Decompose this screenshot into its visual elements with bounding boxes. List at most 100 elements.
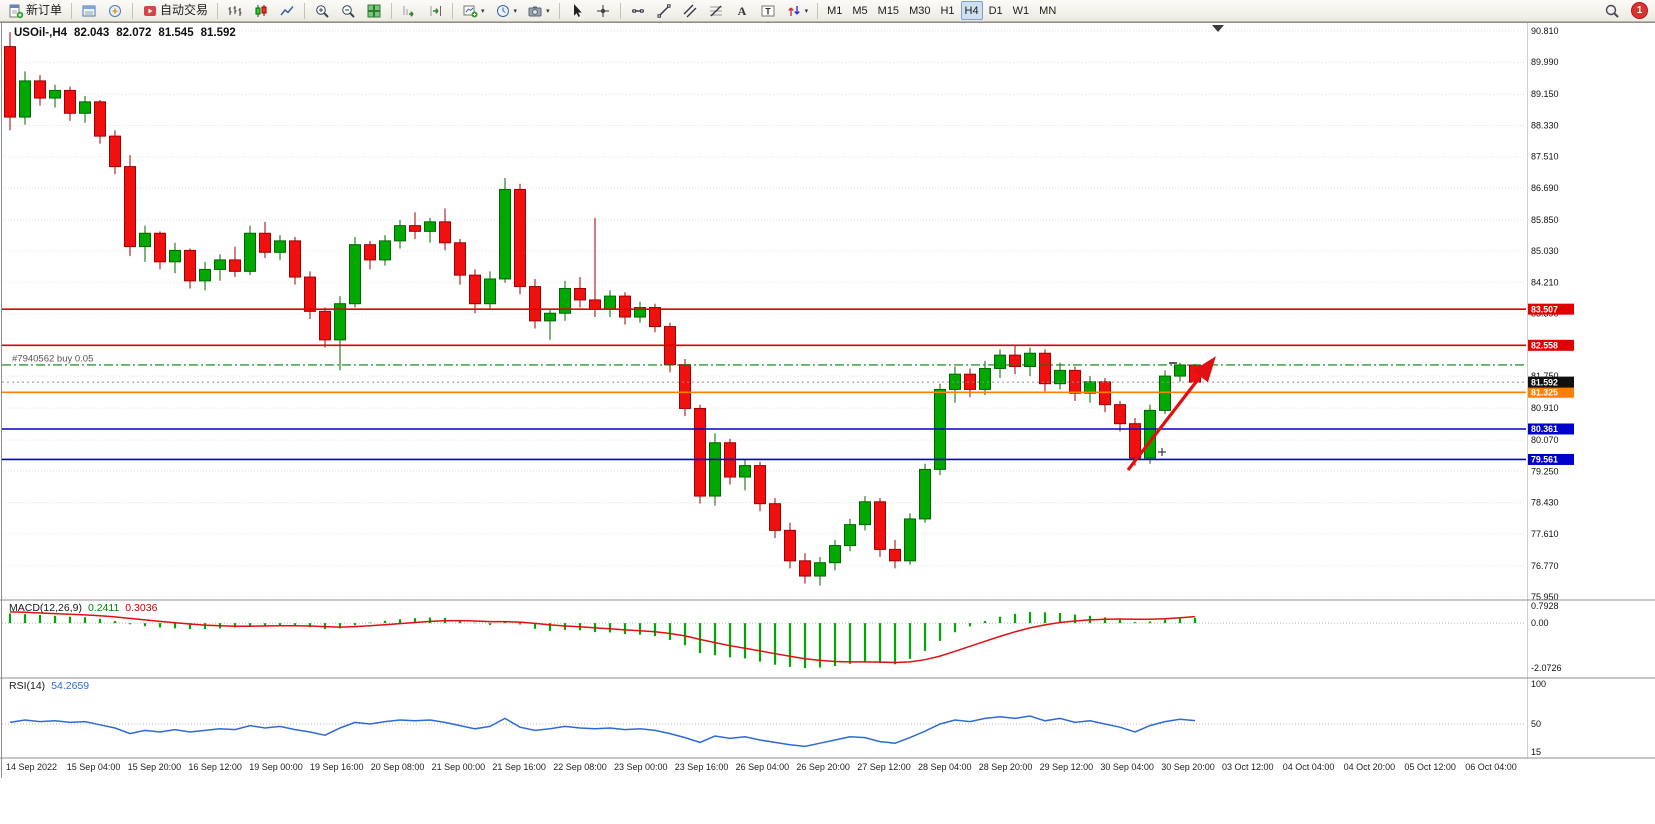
candle <box>874 501 886 550</box>
candle <box>739 465 751 478</box>
svg-text:0.00: 0.00 <box>1531 618 1549 628</box>
timeframe-m15-button[interactable]: M15 <box>877 4 900 17</box>
hline-icon <box>631 8 644 13</box>
candle <box>544 312 556 322</box>
svg-text:81.750: 81.750 <box>1531 371 1559 381</box>
candle <box>154 232 166 263</box>
time-label: 04 Oct 20:00 <box>1344 762 1396 772</box>
chevron-down-icon: ▾ <box>513 7 518 15</box>
price-badges: 83.507 82.558 81.325 80.361 79.561 81.592 <box>1528 303 1574 465</box>
timeframe-m30-button[interactable]: M30 <box>909 4 931 17</box>
svg-text:80.361: 80.361 <box>1531 424 1558 434</box>
chart-shift-marker[interactable] <box>1212 25 1224 32</box>
data-window-button[interactable] <box>77 1 101 20</box>
candle <box>1084 381 1096 394</box>
arrows-button[interactable]: ▾ <box>782 1 813 20</box>
chart-shift-icon <box>430 5 442 16</box>
toolbar-separator <box>391 2 393 19</box>
candle <box>139 232 151 248</box>
time-label: 29 Sep 12:00 <box>1040 762 1094 772</box>
chart-line-button[interactable] <box>275 1 299 20</box>
chart-title: USOil-,H4 82.043 82.072 81.545 81.592 <box>14 27 243 39</box>
time-label: 06 Oct 04:00 <box>1465 762 1517 772</box>
channel-button[interactable] <box>678 1 702 20</box>
label-button[interactable]: T <box>756 1 780 20</box>
svg-text:15: 15 <box>1531 747 1541 757</box>
time-label: 28 Sep 20:00 <box>979 762 1033 772</box>
chart-symbol-period: USOil-,H4 <box>14 27 68 39</box>
timeframe-mn-button[interactable]: MN <box>1039 4 1057 17</box>
templates-button[interactable]: ▾ <box>523 1 554 20</box>
candle <box>1069 369 1081 394</box>
svg-text:87.510: 87.510 <box>1531 152 1559 162</box>
candle <box>1129 423 1141 459</box>
timeframe-m1-button[interactable]: M1 <box>827 4 843 17</box>
candle <box>304 276 316 312</box>
new-order-button[interactable]: 新订单 <box>4 1 66 20</box>
horizontal-line-button[interactable] <box>626 1 650 20</box>
autotrade-button[interactable]: 自动交易 <box>138 1 212 20</box>
toolbar-separator <box>71 2 73 19</box>
svg-text:80.910: 80.910 <box>1531 403 1559 413</box>
candle <box>634 307 646 318</box>
svg-text:50: 50 <box>1531 719 1541 729</box>
chevron-down-icon: ▾ <box>481 7 485 15</box>
auto-scroll-icon <box>403 5 414 17</box>
notification-badge[interactable]: 1 <box>1631 2 1648 19</box>
svg-text:88.330: 88.330 <box>1531 120 1559 130</box>
periods-clock-icon <box>496 4 509 17</box>
candle <box>769 503 781 531</box>
svg-text:0.7928: 0.7928 <box>1531 601 1559 611</box>
candle <box>334 303 346 341</box>
timeframe-w1-button[interactable]: W1 <box>1012 4 1030 17</box>
svg-text:82.558: 82.558 <box>1531 341 1558 351</box>
timeframe-h1-button[interactable]: H1 <box>940 4 955 17</box>
auto-scroll-button[interactable] <box>397 1 421 20</box>
time-label: 16 Sep 12:00 <box>188 762 242 772</box>
chart-candles-button[interactable] <box>249 1 273 20</box>
fibonacci-button[interactable] <box>704 1 728 20</box>
periods-button[interactable]: ▾ <box>491 1 522 20</box>
timeframe-m5-button[interactable]: M5 <box>852 4 868 17</box>
time-axis[interactable]: 14 Sep 2022 15 Sep 04:00 15 Sep 20:00 16 Se… <box>6 762 1517 772</box>
candle <box>1174 364 1186 377</box>
new-chart-button[interactable]: ▾ <box>458 1 489 20</box>
chart-shift-button[interactable] <box>423 1 447 20</box>
order-line-label: #7940562 buy 0.05 <box>12 353 93 364</box>
price-grid <box>2 30 1526 598</box>
zoom-in-button[interactable] <box>310 1 334 20</box>
zoom-out-button[interactable] <box>336 1 360 20</box>
search-icon <box>1605 4 1619 18</box>
time-label: 19 Sep 00:00 <box>249 762 303 772</box>
svg-text:84.210: 84.210 <box>1531 277 1559 287</box>
ohlc-low: 81.545 <box>158 27 194 39</box>
svg-text:81.592: 81.592 <box>1531 377 1558 387</box>
candle <box>694 407 706 497</box>
time-label: 20 Sep 08:00 <box>371 762 425 772</box>
navigator-button[interactable] <box>103 1 127 20</box>
text-button[interactable]: A <box>730 1 754 20</box>
search-button[interactable] <box>1600 1 1624 20</box>
cursor-button[interactable] <box>565 1 589 20</box>
time-label: 19 Sep 16:00 <box>310 762 364 772</box>
svg-text:81.325: 81.325 <box>1531 387 1558 397</box>
crosshair-button[interactable] <box>591 1 615 20</box>
candle <box>229 259 241 272</box>
chart-bars-button[interactable] <box>223 1 247 20</box>
crosshair-icon <box>596 4 609 17</box>
svg-text:90.810: 90.810 <box>1531 26 1559 36</box>
candle <box>589 299 601 310</box>
candle <box>649 307 661 328</box>
time-label: 21 Sep 00:00 <box>432 762 486 772</box>
rsi-indicator-label: RSI(14) 54.2659 <box>9 680 95 692</box>
timeframe-d1-button[interactable]: D1 <box>988 4 1003 17</box>
trendline-icon <box>657 3 671 18</box>
timeframe-h4-button[interactable]: H4 <box>960 1 983 20</box>
time-label: 27 Sep 12:00 <box>857 762 911 772</box>
trend-arrow-drawing[interactable] <box>1126 356 1216 471</box>
tile-windows-button[interactable] <box>362 1 386 20</box>
trendline-button[interactable] <box>652 1 676 20</box>
candle <box>919 468 931 520</box>
